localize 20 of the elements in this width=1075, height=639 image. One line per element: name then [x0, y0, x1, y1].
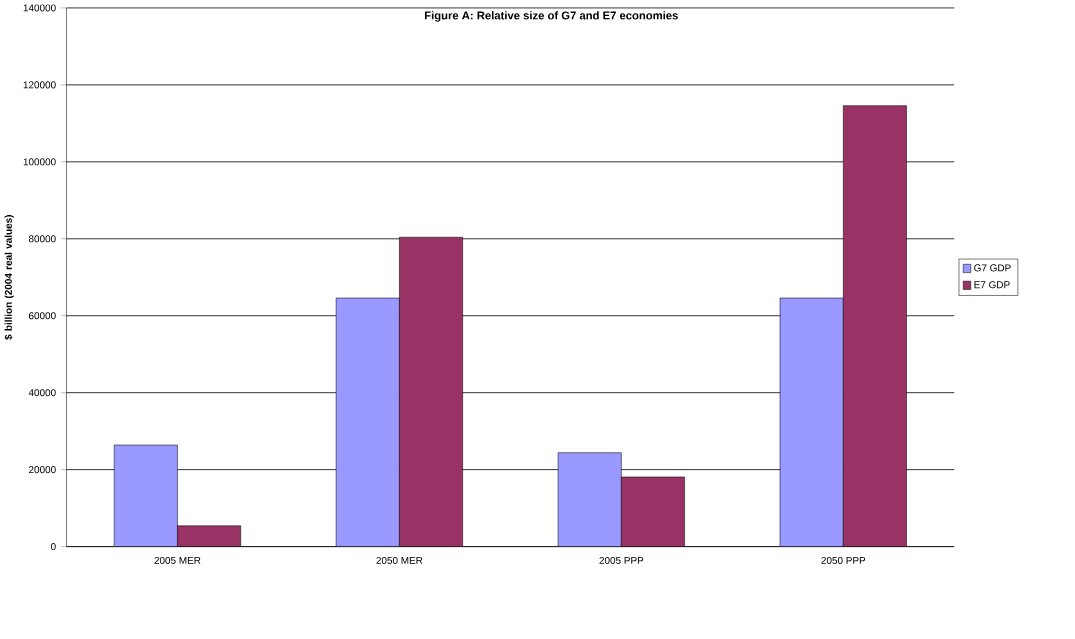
y-tick-label: 20000: [28, 466, 56, 474]
x-tick-label: 2005 PPP: [599, 556, 644, 565]
y-tick-label: 120000: [23, 81, 56, 89]
x-tick-label: 2005 MER: [154, 556, 201, 565]
x-tick-label: 2050 MER: [376, 556, 423, 565]
chart-title: Figure A: Relative size of G7 and E7 economies: [424, 11, 678, 22]
bar: [336, 298, 400, 547]
y-tick-label: 0: [50, 543, 56, 551]
bar: [114, 445, 178, 547]
bar: [558, 452, 622, 547]
y-tick-label: 80000: [28, 235, 56, 243]
x-tick-label: 2050 PPP: [821, 556, 866, 565]
y-tick-label: 100000: [23, 158, 56, 166]
y-axis-title: $ billion (2004 real values): [4, 215, 14, 340]
bar: [779, 297, 844, 547]
legend-label: G7 GDP: [974, 264, 1011, 272]
y-tick-label: 40000: [28, 389, 56, 397]
y-tick-label: 140000: [23, 4, 56, 12]
legend-label: E7 GDP: [974, 281, 1010, 289]
y-tick-label: 60000: [28, 312, 56, 320]
